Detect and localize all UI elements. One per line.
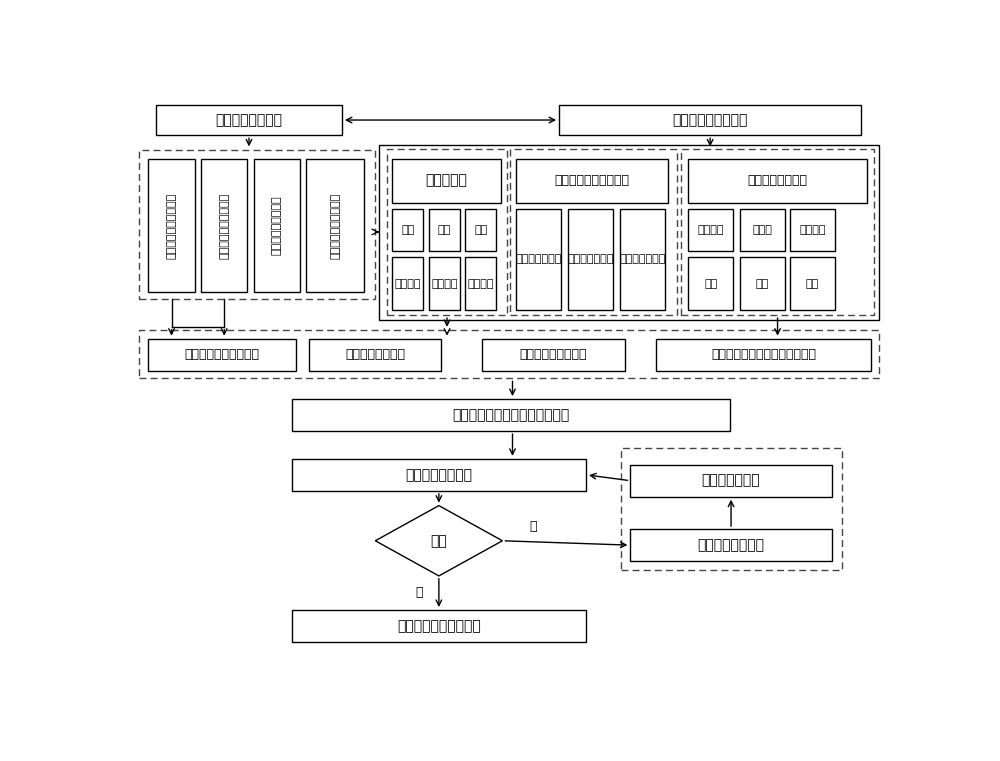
- Bar: [681, 149, 874, 315]
- Bar: [568, 209, 613, 310]
- Text: 公交服务满意度分析: 公交服务满意度分析: [672, 113, 748, 127]
- Bar: [482, 339, 625, 371]
- Bar: [465, 257, 496, 310]
- Text: 乘车目的: 乘车目的: [395, 279, 421, 288]
- Bar: [139, 150, 375, 299]
- Bar: [630, 529, 832, 562]
- Text: 生活水平: 生活水平: [431, 279, 458, 288]
- Bar: [516, 159, 668, 202]
- Bar: [465, 209, 496, 250]
- Bar: [516, 209, 561, 310]
- Text: 文化背景: 文化背景: [467, 279, 494, 288]
- Text: 公交线路优化重组: 公交线路优化重组: [698, 538, 765, 552]
- Text: 发车频率: 发车频率: [698, 224, 724, 234]
- Text: 公交运营服务水平: 公交运营服务水平: [748, 174, 808, 187]
- Text: 新公交线网方案: 新公交线网方案: [702, 473, 760, 488]
- Bar: [688, 257, 733, 310]
- Text: 安全: 安全: [806, 279, 819, 288]
- Text: 车辆拥挤容忍度: 车辆拥挤容忍度: [568, 254, 614, 265]
- Text: 停靠时间: 停靠时间: [799, 224, 826, 234]
- Bar: [139, 330, 879, 378]
- Bar: [621, 448, 842, 570]
- Text: 出行者背景: 出行者背景: [426, 174, 468, 188]
- Text: 公交线网布局方案输出: 公交线网布局方案输出: [397, 619, 481, 633]
- Text: 舒适: 舒适: [755, 279, 769, 288]
- Polygon shape: [375, 505, 502, 576]
- Text: 否: 否: [530, 520, 537, 533]
- Bar: [790, 209, 835, 250]
- Text: 性别: 性别: [401, 224, 415, 234]
- Bar: [292, 459, 586, 491]
- Bar: [148, 339, 296, 371]
- Bar: [429, 257, 460, 310]
- Bar: [688, 209, 733, 250]
- Bar: [740, 257, 785, 310]
- Text: 公交出行者容忍度信息: 公交出行者容忍度信息: [554, 174, 629, 187]
- Bar: [392, 209, 423, 250]
- Bar: [656, 339, 871, 371]
- Bar: [156, 105, 342, 135]
- Text: 出行背景者信息调查: 出行背景者信息调查: [272, 196, 282, 256]
- Bar: [254, 159, 300, 292]
- Bar: [630, 464, 832, 497]
- Bar: [559, 105, 861, 135]
- Bar: [201, 159, 247, 292]
- Bar: [392, 159, 501, 202]
- Text: 城市交通现状调查: 城市交通现状调查: [216, 113, 283, 127]
- Bar: [379, 145, 879, 320]
- Bar: [620, 209, 665, 310]
- Text: 公交线网优化计算: 公交线网优化计算: [405, 468, 472, 482]
- Bar: [429, 209, 460, 250]
- Text: 公交运营效益指标判定: 公交运营效益指标判定: [184, 349, 259, 361]
- Bar: [790, 257, 835, 310]
- Text: 公交线网容量判定: 公交线网容量判定: [345, 349, 405, 361]
- Bar: [392, 257, 423, 310]
- Text: 最优: 最优: [430, 533, 447, 548]
- Text: 城市公交服务现状调查: 城市公交服务现状调查: [330, 193, 340, 259]
- Text: 换乘次数容忍量: 换乘次数容忍量: [516, 254, 562, 265]
- Bar: [510, 149, 677, 315]
- Text: 城市功能分区布局情况: 城市功能分区布局情况: [219, 193, 229, 259]
- Text: 公交出行满意度决定性指标判定: 公交出行满意度决定性指标判定: [711, 349, 816, 361]
- Text: 城市公交线网现状调查: 城市公交线网现状调查: [166, 193, 176, 259]
- Text: 公交线网优化模型目标函数确定: 公交线网优化模型目标函数确定: [452, 408, 569, 422]
- Bar: [309, 339, 441, 371]
- Text: 拥挤度: 拥挤度: [752, 224, 772, 234]
- Text: 公交客运需求量判定: 公交客运需求量判定: [519, 349, 587, 361]
- Text: 年龄: 年龄: [438, 224, 451, 234]
- Bar: [292, 399, 730, 431]
- Bar: [688, 159, 867, 202]
- Bar: [306, 159, 364, 292]
- Bar: [740, 209, 785, 250]
- Text: 是: 是: [416, 586, 423, 599]
- Text: 职业: 职业: [474, 224, 487, 234]
- Bar: [292, 610, 586, 642]
- Bar: [148, 159, 195, 292]
- Text: 候车时长容忍度: 候车时长容忍度: [620, 254, 666, 265]
- Text: 换乘: 换乘: [704, 279, 718, 288]
- Bar: [387, 149, 507, 315]
